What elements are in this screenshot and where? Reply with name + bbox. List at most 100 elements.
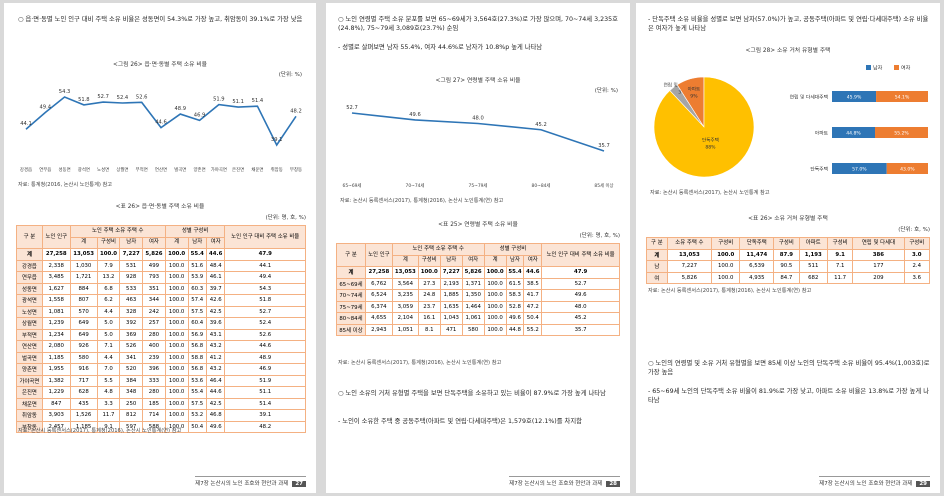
table-cell: 4,935 [739,271,775,284]
source: 자료: 논산시 등록센서스(2017), 논산시 노인통계 참고 [650,190,770,196]
table-cell: 7,227 [119,248,144,261]
slice-label: 단독주택 [702,136,719,143]
figure-title: <그림 28> 소유 거처 유형별 주택 [745,48,831,54]
table-cell: 6,762 [364,277,393,290]
table-cell: 13.2 [96,271,121,284]
category-label: 부창동 [290,166,302,173]
header-cell: 노인 인구 [41,225,71,249]
table-cell: 185 [142,397,166,410]
table-cell: 1,464 [461,300,485,313]
category-label: 은진면 [232,166,244,173]
line [351,112,605,152]
table-cell: 상월면 [16,317,43,330]
table: 구 분 노인 인구 노인 주택 소유 주택 수 성별 구성비 노인 인구 대비 주택 소… [16,225,306,433]
header-cell: 남자 [439,254,463,267]
table-cell: 70~74세 [336,289,366,302]
table-cell: 채운면 [16,397,43,410]
table-cell: 499 [142,259,166,272]
line-chart: 52.7 65~69세 49.6 70~74세 48.0 75~79세 45.2 80~84세… [343,105,614,189]
table-cell: 100.0 [164,409,189,422]
table-cell: 75~79세 [336,300,366,313]
table-cell: 43.1 [205,328,226,341]
table-cell: 1,185 [69,420,98,433]
table-cell: 386 [852,248,905,261]
table-cell: 341 [119,351,144,364]
table-title: <표 26> 소유 거처 유형별 주택 [748,216,828,222]
header-cell: 노인 인구 대비 주택 소유 비율 [224,225,306,249]
table-cell: 노성면 [16,305,43,318]
table-cell: 38.5 [523,277,543,290]
data-label: 46.9 [194,112,206,118]
header-row: 구 분 노인 인구 노인 주택 소유 주택 수 성별 구성비 노인 인구 대비 주택 소… [336,243,620,267]
header-cell: 계 [483,254,507,267]
page: ○ 노인 연령별 주택 소유 분포를 보면 65~69세가 3,564호(27.… [326,3,630,493]
table-cell: 42.5 [205,397,226,410]
table-cell: 1,193 [798,248,828,261]
table-cell: 11.7 [96,409,121,422]
table-cell: 2,943 [364,323,393,336]
table-cell: 85세 이상 [336,323,366,336]
header-cell: 아파트 [798,237,828,250]
table-cell: 1,061 [461,312,485,325]
category-label: 성동면 [58,166,70,173]
table-cell: 526 [119,340,144,353]
legend-swatch [894,65,899,70]
category-label: 70~74세 [406,182,425,189]
header-row: 계 구성비 남자 여자 계 남자 여자 [337,254,620,267]
table-cell: 884 [69,282,98,295]
header-row: 계 구성비 남자 여자 계 남자 여자 [17,236,306,249]
table-cell: 1,185 [41,351,71,364]
data-label: 35.7 [598,143,610,149]
source: 자료: 논산시 등록센서스(2017), 통계청(2016), 논산시 노인통계… [340,198,504,204]
table-cell: 5,826 [461,266,485,279]
table-cell: 351 [142,282,166,295]
table-cell: 1,721 [69,271,98,284]
line [25,96,297,147]
table-cell: 47.9 [541,266,620,279]
slice-label: 아파트 [688,85,701,92]
table-cell: 100.0 [164,259,189,272]
table-cell: 39.7 [205,282,226,295]
header-cell: 노인 주택 소유 주택 수 [69,225,166,238]
header-cell: 남자 [119,236,144,249]
table-cell: 533 [119,282,144,295]
table-cell: 1,558 [41,294,71,307]
table-cell: 1,234 [41,328,71,341]
table-cell: 100.0 [483,266,507,279]
table-cell: 46.8 [205,409,226,422]
header-cell: 남자 [187,236,207,249]
table-cell: 100.0 [711,260,741,273]
table-cell: 100.0 [483,312,507,325]
line-chart: 44.1 강경읍 49.4 연무읍 54.3 성동면 51.8 광석면 52.7 노성면 52.4 상… [20,89,302,173]
table-row: 은진면 1,229 628 4.8 348 280 100.0 55.4 44.6 51.1 [16,386,306,399]
table-row: 여 5,826 100.0 4,935 84.7 682 11.7 209 3.6 [646,271,931,284]
table-cell: 3,059 [391,300,419,313]
table-cell: 1,382 [41,374,71,387]
table-cell: 50.4 [187,420,207,433]
table-cell: 은진면 [16,386,43,399]
category-label: 80~84세 [532,182,551,189]
table-cell: 4,655 [364,312,393,325]
table-cell: 52.4 [224,317,306,330]
table-cell: 333 [142,374,166,387]
data-label: 52.4 [117,95,129,101]
table-cell: 100.0 [164,363,189,376]
table-cell: 280 [142,386,166,399]
table-cell: 511 [798,260,828,273]
data-label: 44.1 [20,121,32,127]
page-number: 27 [292,481,306,487]
table-cell: 6.8 [96,282,121,295]
table: 구 분 소유 주택 수 구성비 단독주택 구성비 아파트 구성비 연립 및 다세대 구성비 계 13… [646,237,931,284]
data-label: 52.7 [346,105,358,111]
table-cell: 4.8 [96,386,121,399]
data-label: 52.6 [136,94,148,100]
table-cell: 1,627 [41,282,71,295]
table-cell: 100.0 [164,340,189,353]
table-cell: 27.3 [417,277,441,290]
table-row: 채운면 847 435 3.3 250 185 100.0 57.5 42.5 51.4 [16,397,306,410]
table-cell: 1,030 [69,259,98,272]
header-cell: 여자 [461,254,485,267]
table-cell: 56.8 [187,363,207,376]
bullet: ○ 노인 연령별 주택 소유 분포를 보면 65~69세가 3,564호(27.… [338,16,618,32]
